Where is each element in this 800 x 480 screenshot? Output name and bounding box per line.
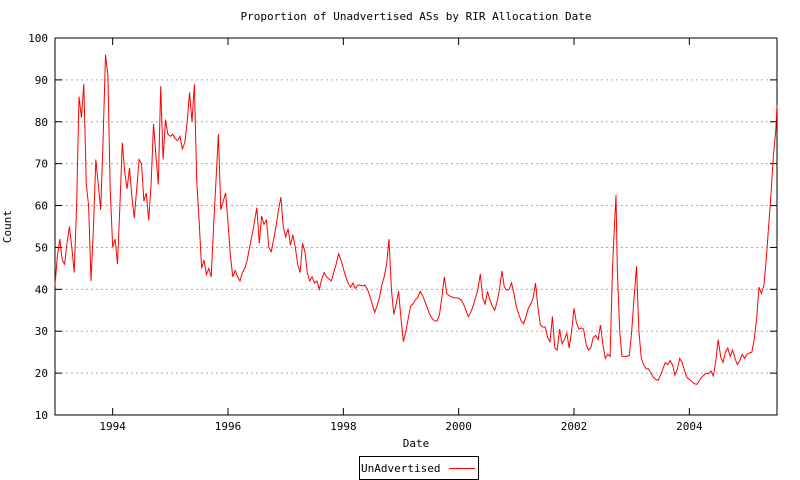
x-tick-label: 1998: [330, 420, 357, 433]
plot-border: [54, 37, 778, 416]
x-tick-label: 1996: [215, 420, 242, 433]
y-tick-label: 80: [35, 116, 48, 129]
y-tick-label: 90: [35, 74, 48, 87]
x-tick-label: 1994: [99, 420, 126, 433]
x-axis-label: Date: [402, 437, 430, 450]
y-tick-label: 50: [35, 241, 48, 254]
legend-line-sample: [449, 467, 475, 469]
y-tick-label: 70: [35, 158, 48, 171]
legend-label: UnAdvertised: [361, 461, 441, 475]
x-tick-label: 2004: [676, 420, 703, 433]
y-tick-label: 100: [28, 32, 48, 45]
y-tick-label: 60: [35, 200, 48, 213]
y-tick-label: 40: [35, 283, 48, 296]
y-tick-label: 30: [35, 325, 48, 338]
x-tick-label: 2002: [561, 420, 588, 433]
y-tick-label: 20: [35, 367, 48, 380]
series-line-UnAdvertised: [54, 54, 778, 385]
legend-box: UnAdvertised: [359, 456, 479, 480]
chart-title: Proportion of Unadvertised ASs by RIR Al…: [240, 10, 592, 23]
y-tick-label: 10: [35, 409, 48, 422]
x-tick-label: 2000: [445, 420, 472, 433]
